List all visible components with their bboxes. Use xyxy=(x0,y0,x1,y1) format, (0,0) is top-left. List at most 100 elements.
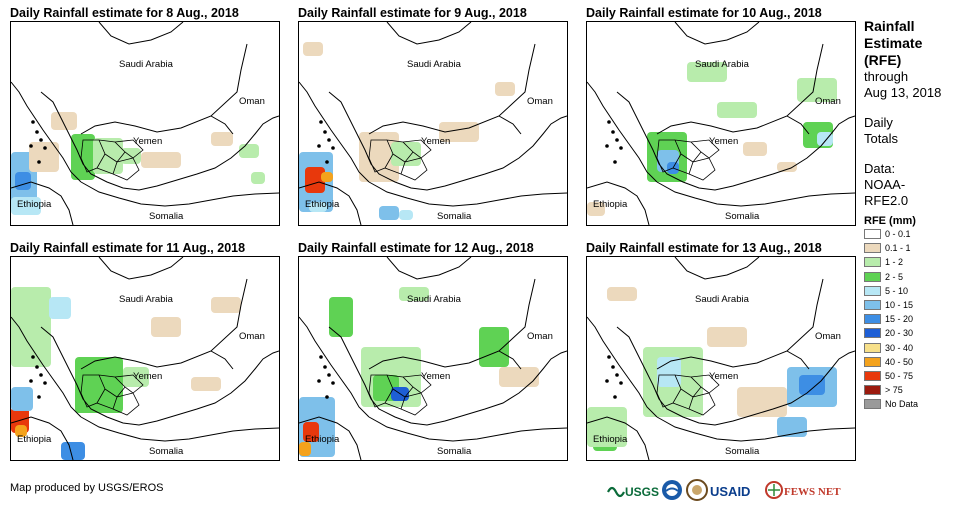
legend-class: 15 - 20 xyxy=(864,312,964,326)
rainfall-patch xyxy=(15,425,27,437)
yemen-admin-boundaries xyxy=(656,139,720,181)
island-marker xyxy=(605,144,609,148)
island-marker xyxy=(607,120,611,124)
boundary-line xyxy=(674,22,760,45)
map-svg: Saudi Arabia Oman Yemen Ethiopia Somalia xyxy=(11,22,279,225)
legend-swatch xyxy=(864,271,881,282)
rainfall-patch xyxy=(11,387,33,411)
legend-label: 20 - 30 xyxy=(885,328,914,339)
rainfall-patch xyxy=(399,287,429,301)
island-marker xyxy=(319,355,323,359)
legend-class: 10 - 15 xyxy=(864,298,964,312)
island-marker xyxy=(319,120,323,124)
boundary-line xyxy=(210,115,234,135)
legend-class: 5 - 10 xyxy=(864,284,964,298)
rainfall-patch xyxy=(191,377,221,391)
legend-class: No Data xyxy=(864,397,964,411)
map-label-oman: Oman xyxy=(815,96,841,107)
map-svg: Saudi Arabia Oman Yemen Ethiopia Somalia xyxy=(587,257,855,460)
legend-label: No Data xyxy=(885,399,919,410)
map-label-saudi: Saudi Arabia xyxy=(407,294,462,305)
legend-totals: Totals xyxy=(864,131,898,146)
boundary-line xyxy=(587,316,658,418)
map-label-ethiopia: Ethiopia xyxy=(17,199,52,210)
map-label-somalia: Somalia xyxy=(437,211,472,222)
legend-class: 0 - 0.1 xyxy=(864,227,964,241)
island-marker xyxy=(615,373,619,377)
map-svg: Saudi Arabia Oman Yemen Ethiopia Somalia xyxy=(11,257,279,460)
legend-swatch xyxy=(864,356,881,367)
island-marker xyxy=(619,381,623,385)
legend-class: 20 - 30 xyxy=(864,326,964,340)
boundary-line xyxy=(40,326,279,426)
map-label-oman: Oman xyxy=(239,96,265,107)
rainfall-patch xyxy=(495,82,515,96)
island-marker xyxy=(611,130,615,134)
boundary-line xyxy=(299,81,370,183)
legend-classes: 0 - 0.1 0.1 - 1 1 - 2 2 - 5 5 - 10 10 - 15 15 … xyxy=(864,227,964,411)
legend-title-line2: Estimate xyxy=(864,35,923,51)
rainfall-patch xyxy=(687,62,727,82)
rainfall-patch xyxy=(399,210,413,220)
boundary-line xyxy=(11,316,82,418)
legend-through: through xyxy=(864,69,909,84)
legend-swatch xyxy=(864,385,881,396)
rainfall-patch xyxy=(321,172,333,182)
legend-swatch xyxy=(864,257,881,268)
island-marker xyxy=(323,365,327,369)
boundary-line xyxy=(386,257,472,280)
yemen-admin-boundaries xyxy=(80,139,144,181)
yemen-admin-boundaries xyxy=(656,374,720,416)
legend-swatch xyxy=(864,342,881,353)
rainfall-patch xyxy=(657,357,681,387)
rainfall-map: Saudi Arabia Oman Yemen Ethiopia Somalia xyxy=(298,256,568,461)
legend-class: 0.1 - 1 xyxy=(864,241,964,255)
map-svg: Saudi Arabia Oman Yemen Ethiopia Somalia xyxy=(299,257,567,460)
boundary-line xyxy=(616,326,855,426)
legend-swatch xyxy=(864,399,881,410)
legend-label: 2 - 5 xyxy=(885,271,904,282)
rainfall-patch xyxy=(151,317,181,337)
rainfall-patch xyxy=(817,132,833,146)
legend-swatch xyxy=(864,314,881,325)
legend-through-date: Aug 13, 2018 xyxy=(864,85,942,100)
boundary-line xyxy=(386,22,472,45)
island-marker xyxy=(29,379,33,383)
map-svg: Saudi Arabia Oman Yemen Ethiopia Somalia xyxy=(299,22,567,225)
legend-label: 1 - 2 xyxy=(885,257,904,268)
rainfall-patch xyxy=(303,42,323,56)
legend-swatch xyxy=(864,243,881,254)
map-label-yemen: Yemen xyxy=(421,371,450,382)
boundary-line xyxy=(98,257,184,280)
rainfall-map: Saudi Arabia Oman Yemen Ethiopia Somalia xyxy=(586,21,856,226)
legend-class: 2 - 5 xyxy=(864,270,964,284)
legend-rfe-header: RFE (mm) xyxy=(864,215,916,227)
legend-data-label: Data: xyxy=(864,161,896,176)
boundary-line xyxy=(40,91,279,191)
island-marker xyxy=(323,130,327,134)
rainfall-patch xyxy=(11,287,51,367)
legend-class: 1 - 2 xyxy=(864,255,964,269)
boundary-line xyxy=(80,43,248,135)
legend-class: 50 - 75 xyxy=(864,369,964,383)
usaid-logo: USAID xyxy=(710,484,750,499)
boundary-line xyxy=(328,326,567,426)
map-svg: Saudi Arabia Oman Yemen Ethiopia Somalia xyxy=(587,22,855,225)
rainfall-patch xyxy=(439,122,479,142)
rainfall-patch xyxy=(211,297,241,313)
boundary-line xyxy=(368,43,536,135)
rainfall-patch xyxy=(11,197,41,215)
island-marker xyxy=(317,144,321,148)
panel-title: Daily Rainfall estimate for 13 Aug., 201… xyxy=(586,241,822,255)
boundary-line xyxy=(587,81,658,183)
legend-label: 10 - 15 xyxy=(885,300,914,311)
rainfall-patch xyxy=(329,297,353,337)
boundary-line xyxy=(656,181,855,207)
map-label-somalia: Somalia xyxy=(725,446,760,457)
yemen-admin-boundaries xyxy=(368,139,432,181)
boundary-line xyxy=(587,181,650,225)
rainfall-patch xyxy=(251,172,265,184)
rainfall-patch xyxy=(211,132,233,146)
map-label-yemen: Yemen xyxy=(133,371,162,382)
rainfall-map: Saudi Arabia Oman Yemen Ethiopia Somalia xyxy=(10,256,280,461)
